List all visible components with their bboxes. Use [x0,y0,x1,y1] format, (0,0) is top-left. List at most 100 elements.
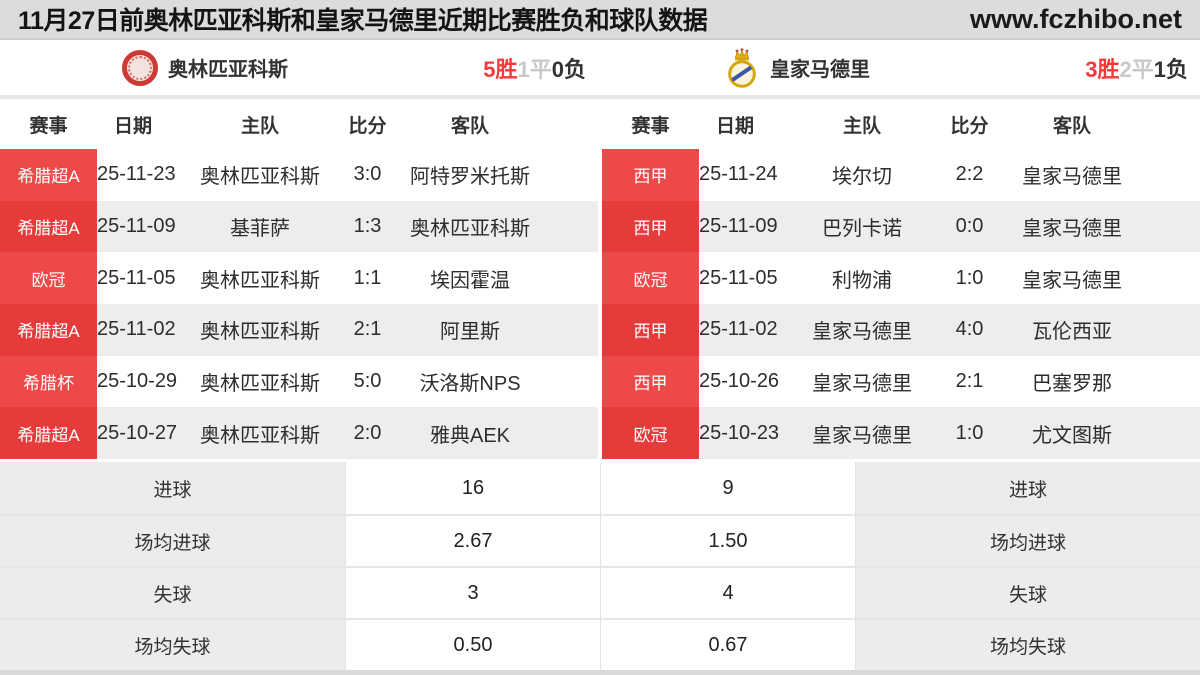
stat-label: 失球 [0,566,345,618]
competition-badge: 希腊超A [0,304,97,356]
match-row: 西甲 25-11-09 巴列卡诺 0:0 皇家马德里 [602,200,1200,253]
team-name-left: 奥林匹亚科斯 [168,59,288,81]
header-away: 客队 [450,115,489,137]
site-url: www.fczhibo.net [970,3,1182,34]
stat-value-left: 2.67 [345,514,600,566]
olympiacos-logo-icon [120,49,160,86]
match-date: 25-11-05 [699,266,778,289]
match-score: 2:0 [353,421,382,444]
match-date: 25-11-23 [97,163,176,186]
stat-value-left: 16 [345,462,600,514]
match-date: 25-11-09 [97,215,176,237]
match-row: 希腊超A 25-11-09 基菲萨 1:3 奥林匹亚科斯 [0,200,598,253]
match-score: 0:0 [955,215,984,237]
home-team: 奥林匹亚科斯 [200,424,320,447]
competition-badge: 欧冠 [602,252,699,305]
away-team: 阿特罗米托斯 [410,166,530,189]
team-record-left: 5胜1平0负 [483,52,586,84]
match-score: 2:1 [955,370,984,393]
match-score: 5:0 [353,370,382,393]
match-date: 25-11-09 [699,215,778,237]
header-competition: 赛事 [631,115,670,137]
home-team: 奥林匹亚科斯 [200,373,320,396]
competition-badge: 西甲 [602,355,699,408]
draws-count: 2平 [1119,56,1154,82]
header-competition: 赛事 [29,115,68,137]
home-team: 奥林匹亚科斯 [200,321,320,344]
away-team: 雅典AEK [429,424,511,447]
column-divider [598,99,602,459]
table-header-row: 赛事 日期 主队 比分 客队 [602,99,1200,149]
team-header-realmadrid: 皇家马德里 3胜2平1负 [602,40,1200,95]
page-title: 11月27日前奥林匹亚科斯和皇家马德里近期比赛胜负和球队数据 [18,7,708,35]
wins-count: 3胜 [1085,56,1120,82]
team-record-right: 3胜2平1负 [1085,52,1188,84]
match-row: 希腊超A 25-11-02 奥林匹亚科斯 2:1 阿里斯 [0,304,598,356]
match-score: 1:0 [955,266,984,289]
section-divider [0,95,1200,99]
match-score: 1:0 [955,421,984,444]
match-score: 2:1 [353,318,382,341]
match-date: 25-10-26 [699,370,780,393]
header-home: 主队 [842,115,881,137]
match-row: 希腊杯 25-10-29 奥林匹亚科斯 5:0 沃洛斯NPS [0,355,598,408]
match-date: 25-11-02 [699,318,778,341]
team-name-right: 皇家马德里 [770,59,870,81]
stat-value-left: 3 [345,566,600,618]
away-team: 尤文图斯 [1032,424,1112,447]
away-team: 皇家马德里 [1022,269,1122,292]
home-team: 巴列卡诺 [822,218,902,240]
match-row: 希腊超A 25-10-27 奥林匹亚科斯 2:0 雅典AEK [0,407,598,460]
stat-label: 失球 [855,566,1200,618]
stat-label: 进球 [855,462,1200,514]
competition-badge: 西甲 [602,149,699,201]
home-team: 利物浦 [832,269,892,292]
match-row: 西甲 25-11-24 埃尔切 2:2 皇家马德里 [602,149,1200,201]
home-team: 奥林匹亚科斯 [200,166,320,189]
table-header-row: 赛事 日期 主队 比分 客队 [0,99,598,149]
competition-badge: 西甲 [602,304,699,356]
match-score: 1:1 [353,266,382,289]
match-row: 欧冠 25-11-05 奥林匹亚科斯 1:1 埃因霍温 [0,252,598,305]
wins-count: 5胜 [483,56,518,82]
home-team: 基菲萨 [230,218,290,240]
competition-badge: 希腊超A [0,200,97,253]
match-date: 25-11-02 [97,318,176,341]
teams-header-row: 奥林匹亚科斯 5胜1平0负 皇家马德里 3胜2平1负 [0,40,1200,95]
header-score: 比分 [348,115,387,137]
stat-label: 进球 [0,462,345,514]
home-team: 皇家马德里 [812,321,912,344]
team-header-olympiacos: 奥林匹亚科斯 5胜1平0负 [0,40,598,95]
stat-label: 场均进球 [855,514,1200,566]
match-date: 25-11-24 [699,163,778,186]
home-team: 皇家马德里 [812,373,912,396]
away-team: 巴塞罗那 [1032,373,1112,396]
header-away: 客队 [1052,115,1091,137]
match-score: 4:0 [955,318,984,341]
away-team: 沃洛斯NPS [419,373,521,396]
home-team: 奥林匹亚科斯 [200,269,320,292]
section-gap [0,459,1200,462]
match-date: 25-10-23 [699,421,780,444]
competition-badge: 欧冠 [602,407,699,460]
stat-value-right: 9 [600,462,855,514]
away-team: 瓦伦西亚 [1032,321,1112,344]
header-score: 比分 [950,115,989,137]
header-date: 日期 [715,115,754,137]
match-score: 1:3 [353,215,382,237]
home-team: 埃尔切 [832,166,892,189]
competition-badge: 希腊超A [0,407,97,460]
losses-count: 0负 [551,56,586,82]
stat-value-right: 0.67 [600,618,855,670]
match-row: 西甲 25-11-02 皇家马德里 4:0 瓦伦西亚 [602,304,1200,356]
column-divider [598,40,602,95]
title-bar: 11月27日前奥林匹亚科斯和皇家马德里近期比赛胜负和球队数据 www.fczhi… [0,0,1200,40]
realmadrid-crest-icon [722,47,762,89]
match-row: 西甲 25-10-26 皇家马德里 2:1 巴塞罗那 [602,355,1200,408]
match-date: 25-11-05 [97,266,176,289]
away-team: 奥林匹亚科斯 [410,218,530,240]
bottom-strip [0,670,1200,675]
competition-badge: 希腊杯 [0,355,97,408]
match-row: 欧冠 25-11-05 利物浦 1:0 皇家马德里 [602,252,1200,305]
